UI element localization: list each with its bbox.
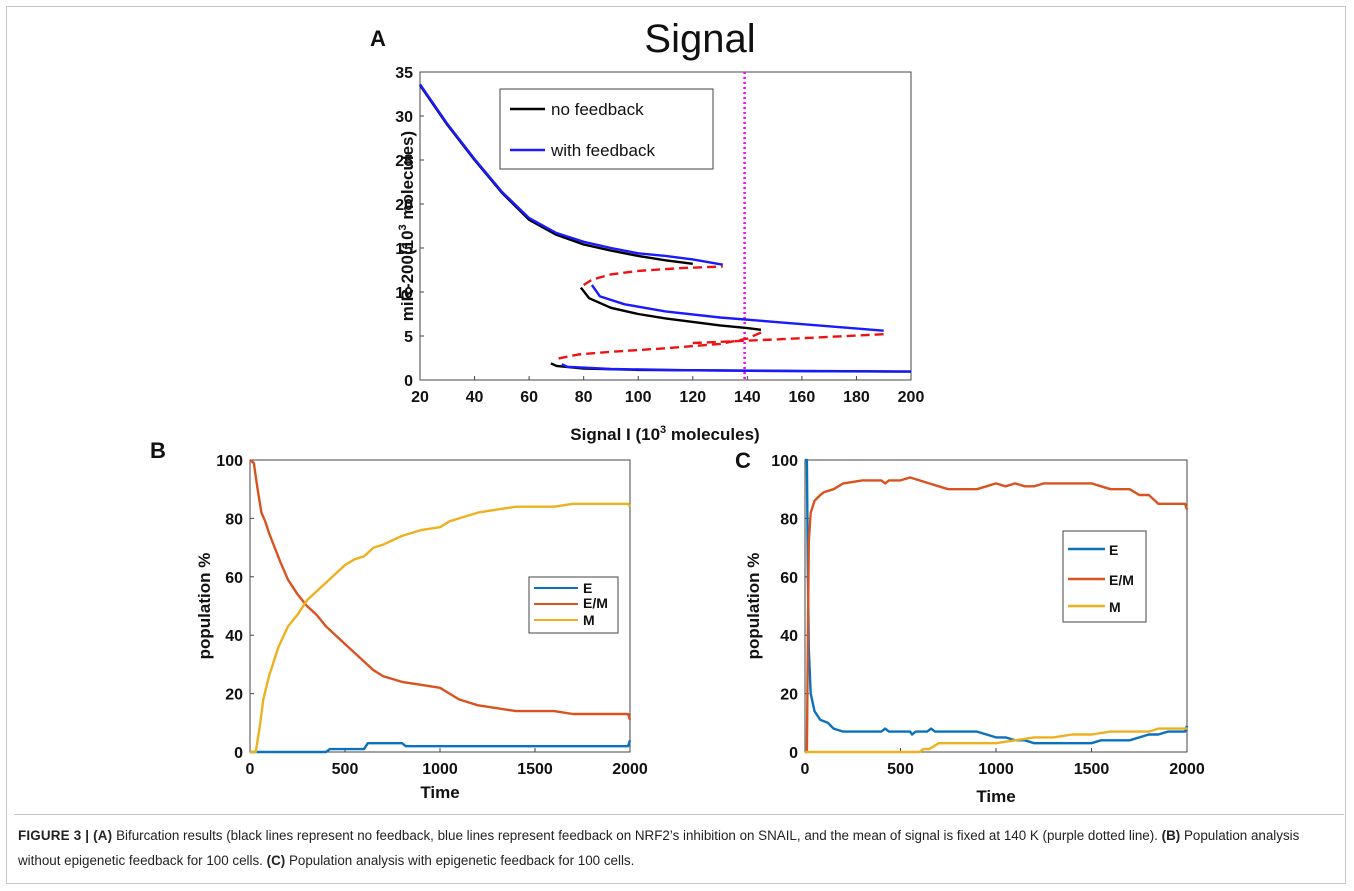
panel-b-legend-label-em: E/M — [583, 595, 608, 611]
panel-a-ytick-label: 30 — [395, 109, 413, 126]
panel-b-series-e — [250, 739, 632, 754]
caption-label-c: (C) — [266, 853, 286, 868]
panel-c-series-m — [805, 727, 1187, 754]
panel-b-xtick-label: 2000 — [612, 761, 648, 778]
panel-b-ytick-label: 0 — [234, 745, 243, 762]
panel-a-series-with-feedback — [590, 284, 884, 332]
panel-b: B 0 500 1000 1500 2000 0 20 40 60 80 100 Time popu… — [150, 438, 648, 802]
panel-a-xtick-label: 120 — [679, 389, 706, 406]
panel-a-xtick-label: 40 — [466, 389, 484, 406]
panel-c-ytick-label: 0 — [789, 745, 798, 762]
panel-a-ytick-label: 0 — [404, 373, 413, 390]
panel-b-xlabel: Time — [420, 783, 459, 802]
panel-a-legend-box — [499, 88, 714, 170]
panel-a-ylabel: miR-200(103 molecules) — [397, 131, 417, 321]
panel-a-xtick-label: 200 — [898, 389, 925, 406]
caption-text-a: Bifurcation results (black lines represe… — [112, 828, 1162, 843]
legend-label-with-feedback: with feedback — [550, 141, 655, 160]
panel-b-legend: E E/M M — [528, 576, 619, 634]
panel-c-ytick-label: 40 — [780, 628, 798, 645]
panel-a-ytick-label: 10 — [395, 285, 413, 302]
panel-c-legend: E E/M M — [1062, 530, 1147, 623]
panel-a-xtick-label: 160 — [789, 389, 816, 406]
panel-b-series-m — [250, 502, 632, 754]
legend-label-no-feedback: no feedback — [551, 100, 644, 119]
panel-a-series-with-feedback — [561, 363, 912, 373]
panel-a-axes-box — [419, 71, 912, 381]
panel-c-xlabel: Time — [976, 787, 1015, 806]
panel-a-legend: no feedback with feedback — [499, 88, 714, 170]
panel-b-xtick-label: 1500 — [517, 761, 553, 778]
panel-c-series-e — [805, 458, 1189, 745]
panel-b-plot-area — [249, 459, 632, 754]
panel-c: C 0 500 1000 1500 2000 0 20 40 60 80 100 Time popu… — [735, 448, 1205, 806]
panel-c-xtick-label: 0 — [801, 761, 810, 778]
figure-frame — [6, 6, 1346, 884]
panel-a-ytick-label: 25 — [395, 153, 413, 170]
figure-caption: FIGURE 3 | (A) Bifurcation results (blac… — [14, 814, 1344, 880]
panel-a-series-unstable-branch — [583, 265, 723, 287]
panel-b-ytick-label: 100 — [216, 453, 243, 470]
panel-c-xtick-label: 500 — [887, 761, 914, 778]
panel-c-xtick-label: 1500 — [1074, 761, 1110, 778]
panel-b-xtick-label: 0 — [246, 761, 255, 778]
panel-a-letter: A — [370, 26, 386, 51]
panel-b-xtick-label: 1000 — [422, 761, 458, 778]
caption-label-a: FIGURE 3 | (A) — [18, 828, 113, 843]
panel-b-ticks: 0 500 1000 1500 2000 0 20 40 60 80 100 — [216, 453, 648, 778]
panel-b-legend-label-e: E — [583, 580, 592, 596]
panel-a-series-with-feedback — [419, 83, 724, 266]
caption-text-b: Population analysis without epigenetic f… — [18, 828, 1300, 868]
panel-b-ylabel: population % — [195, 553, 214, 660]
panel-a-series-unstable-branch — [692, 333, 884, 345]
panel-b-ytick-label: 60 — [225, 570, 243, 587]
panel-b-xtick-label: 500 — [332, 761, 359, 778]
panel-c-series-e-m — [805, 476, 1189, 754]
panel-c-xtick-label: 1000 — [978, 761, 1014, 778]
panel-b-legend-label-m: M — [583, 612, 595, 628]
panel-a-xtick-label: 80 — [575, 389, 593, 406]
panel-c-plot-area — [805, 458, 1189, 754]
figure-canvas: A Signal 20 40 60 80 100 120 140 160 180 20005101… — [150, 17, 1205, 806]
panel-a-xtick-label: 60 — [520, 389, 538, 406]
panel-a-xtick-label: 20 — [411, 389, 429, 406]
caption-text-c: Population analysis with epigenetic feed… — [285, 853, 635, 868]
panel-c-ytick-label: 20 — [780, 687, 798, 704]
panel-a-ytick-label: 35 — [395, 65, 413, 82]
panel-a-series-unstable-branch — [556, 331, 762, 361]
panel-c-ytick-label: 60 — [780, 570, 798, 587]
panel-c-letter: C — [735, 448, 751, 473]
panel-a-xtick-label: 100 — [625, 389, 652, 406]
panel-b-ytick-label: 80 — [225, 511, 243, 528]
panel-a-xlabel: Signal I (103 molecules) — [570, 424, 759, 444]
panel-b-ytick-label: 40 — [225, 628, 243, 645]
panel-c-ytick-label: 100 — [771, 453, 798, 470]
panel-b-series-e-m — [249, 459, 632, 721]
panel-c-legend-label-e: E — [1109, 542, 1118, 558]
panel-a: A Signal 20 40 60 80 100 120 140 160 180 200 0 5 10 1… — [370, 17, 924, 444]
panel-a-xtick-label: 140 — [734, 389, 761, 406]
panel-b-letter: B — [150, 438, 166, 463]
panel-c-ytick-label: 80 — [780, 511, 798, 528]
panel-a-title: Signal — [644, 17, 755, 61]
panel-a-ytick-label: 20 — [395, 197, 413, 214]
panel-c-legend-label-m: M — [1109, 599, 1121, 615]
panel-a-plot-area — [419, 72, 912, 380]
panel-a-ticks: 20 40 60 80 100 120 140 160 180 200 0 5 10 15 20 25 30 35 — [395, 65, 924, 406]
panel-c-xtick-label: 2000 — [1169, 761, 1205, 778]
panel-c-legend-label-em: E/M — [1109, 572, 1134, 588]
caption-label-b: (B) — [1161, 828, 1181, 843]
panel-b-ytick-label: 20 — [225, 687, 243, 704]
panel-a-ytick-label: 15 — [395, 241, 413, 258]
panel-a-xtick-label: 180 — [843, 389, 870, 406]
panel-a-ytick-label: 5 — [404, 329, 413, 346]
panel-c-ylabel: population % — [744, 553, 763, 660]
panel-a-series-no-feedback — [579, 286, 762, 331]
